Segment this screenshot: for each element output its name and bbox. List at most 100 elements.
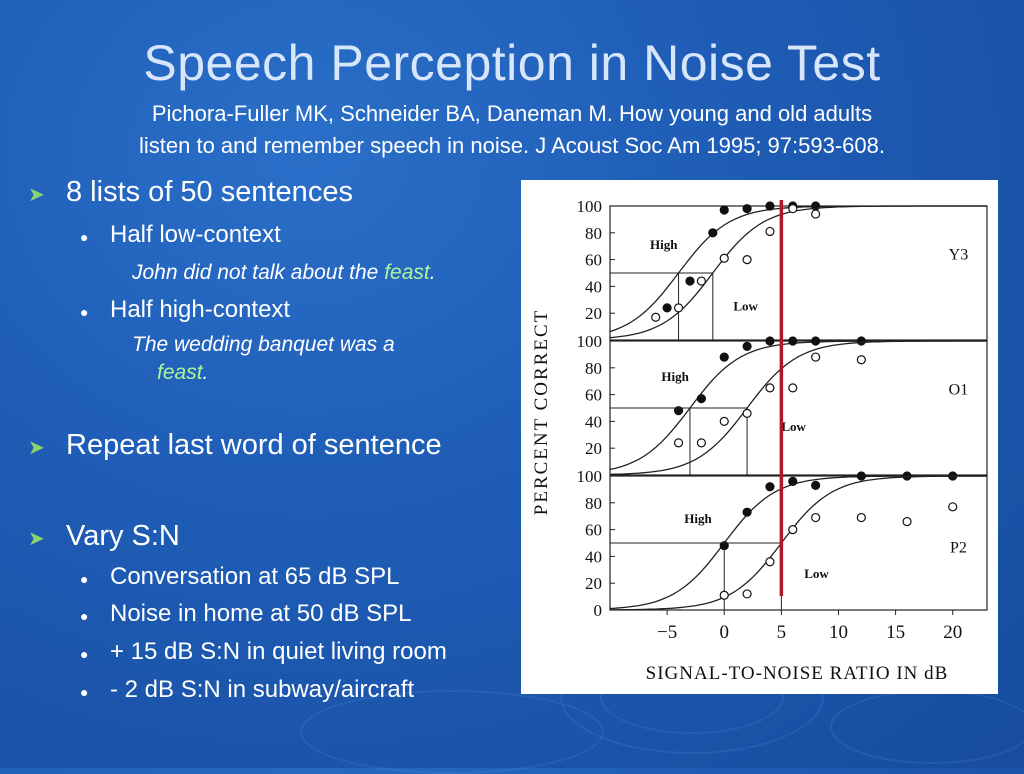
highlight-word: feast [157,361,203,384]
x-tick-label: 10 [829,622,848,643]
low-context-point [788,525,798,535]
low-context-point [742,254,752,265]
y-tick-label: 100 [577,467,603,486]
series-label: Low [804,566,829,581]
dot-bullet-icon: ● [80,229,89,245]
fit-curve [610,475,988,611]
low-context-point [719,590,729,600]
y-tick-label: 20 [585,304,602,323]
y-tick-label: 20 [585,574,602,593]
x-tick-label: 5 [777,622,787,643]
low-context-point [856,512,866,523]
y-axis-label: PERCENT CORRECT [531,309,552,515]
high-context-point [811,480,821,490]
low-context-point [811,352,821,362]
low-context-point [788,383,798,393]
low-context-point [811,512,821,523]
high-context-point [765,336,775,346]
y-tick-label: 80 [585,224,602,243]
dot-bullet-icon: ● [80,571,89,587]
high-context-point [765,482,775,492]
slide-title: Speech Perception in Noise Test [143,35,881,91]
low-context-point [673,303,684,313]
psychometric-chart: 20406080100Y3HighLow20406080100O1HighLow… [531,197,988,684]
low-context-point [765,557,775,567]
example-sentence: John did not talk about the feast. [132,261,436,285]
arrow-bullet-icon: ➤ [28,184,45,206]
low-context-point [765,383,775,393]
high-context-point [742,341,752,351]
example-sentence-cont: feast. [157,361,208,385]
low-context-point [948,502,958,512]
low-context-point [765,226,775,237]
sub-bullet-text: - 2 dB S:N in subway/aircraft [110,676,415,703]
dot-bullet-icon: ● [80,608,89,624]
y-tick-label: 40 [585,547,602,566]
sub-bullet-text: Half high-context [110,296,291,323]
sub-bullet-item: ● Half low-context [80,221,281,249]
bullet-text: 8 lists of 50 sentences [66,176,353,208]
series-label: Low [733,299,758,314]
x-tick-label: 0 [719,622,729,643]
x-axis-label: SIGNAL-TO-NOISE RATIO IN dB [646,663,949,684]
high-context-point [662,303,672,313]
y-tick-label: 0 [594,601,603,620]
high-context-point [696,394,706,404]
psychometric-figure: 20 40 60 80 100 Y3 High Low 20 40 60 80 100 O1 High Low… [521,180,998,694]
series-label: High [661,369,689,384]
citation-line-1: Pichora-Fuller MK, Schneider BA, Daneman… [151,101,873,126]
y-tick-label: 60 [585,386,602,405]
example-period: . [429,261,436,284]
sub-bullet-text: Noise in home at 50 dB SPL [110,600,412,627]
high-context-point [719,352,729,362]
background-ripple [830,690,1024,764]
panel-label: O1 [949,382,969,399]
high-context-point [685,276,695,286]
low-context-point [788,204,798,214]
bullet-text: Vary S:N [66,520,180,552]
fit-curve [609,475,987,610]
low-context-point [742,408,752,418]
dot-bullet-icon: ● [80,684,89,700]
low-context-point [719,253,729,263]
y-tick-label: 80 [585,359,602,378]
low-context-point [719,416,729,426]
x-tick-label: 15 [886,622,905,643]
series-label: High [650,237,678,252]
high-context-point [856,336,866,346]
y-tick-label: 60 [585,521,602,540]
x-tick-label: −5 [657,622,677,643]
sub-bullet-text: + 15 dB S:N in quiet living room [110,638,447,665]
high-context-point [856,471,866,481]
y-tick-label: 100 [577,197,603,216]
high-context-point [719,541,729,551]
x-tick-label: 20 [943,622,962,643]
y-tick-label: 100 [577,332,603,351]
citation-line-2: listen to and remember speech in noise. … [138,133,885,158]
sub-bullet-text: Conversation at 65 dB SPL [110,563,400,590]
high-context-point [788,476,798,486]
bullet-item: ➤ Repeat last word of sentence [28,429,442,462]
fit-curve [609,205,987,339]
fit-curve [609,205,987,333]
low-context-point [811,209,821,219]
low-context-point [902,516,912,527]
highlight-word: feast [384,261,430,284]
high-context-point [788,336,798,346]
low-context-point [673,438,684,448]
arrow-bullet-icon: ➤ [28,528,45,550]
y-tick-label: 20 [585,439,602,458]
bullet-text: Repeat last word of sentence [66,429,442,461]
sub-bullet-item: ● Half high-context [80,296,290,324]
example-period: . [202,361,209,384]
y-tick-label: 60 [585,251,602,270]
high-context-point [765,201,775,211]
panel-label: Y3 [949,247,969,264]
high-context-point [708,228,718,238]
sub-bullet-item: ● + 15 dB S:N in quiet living room [80,638,447,666]
dot-bullet-icon: ● [80,646,89,662]
series-label: Low [781,419,806,434]
sub-bullet-text: Half low-context [110,221,281,248]
y-tick-label: 40 [585,277,602,296]
fit-curve [609,340,987,471]
